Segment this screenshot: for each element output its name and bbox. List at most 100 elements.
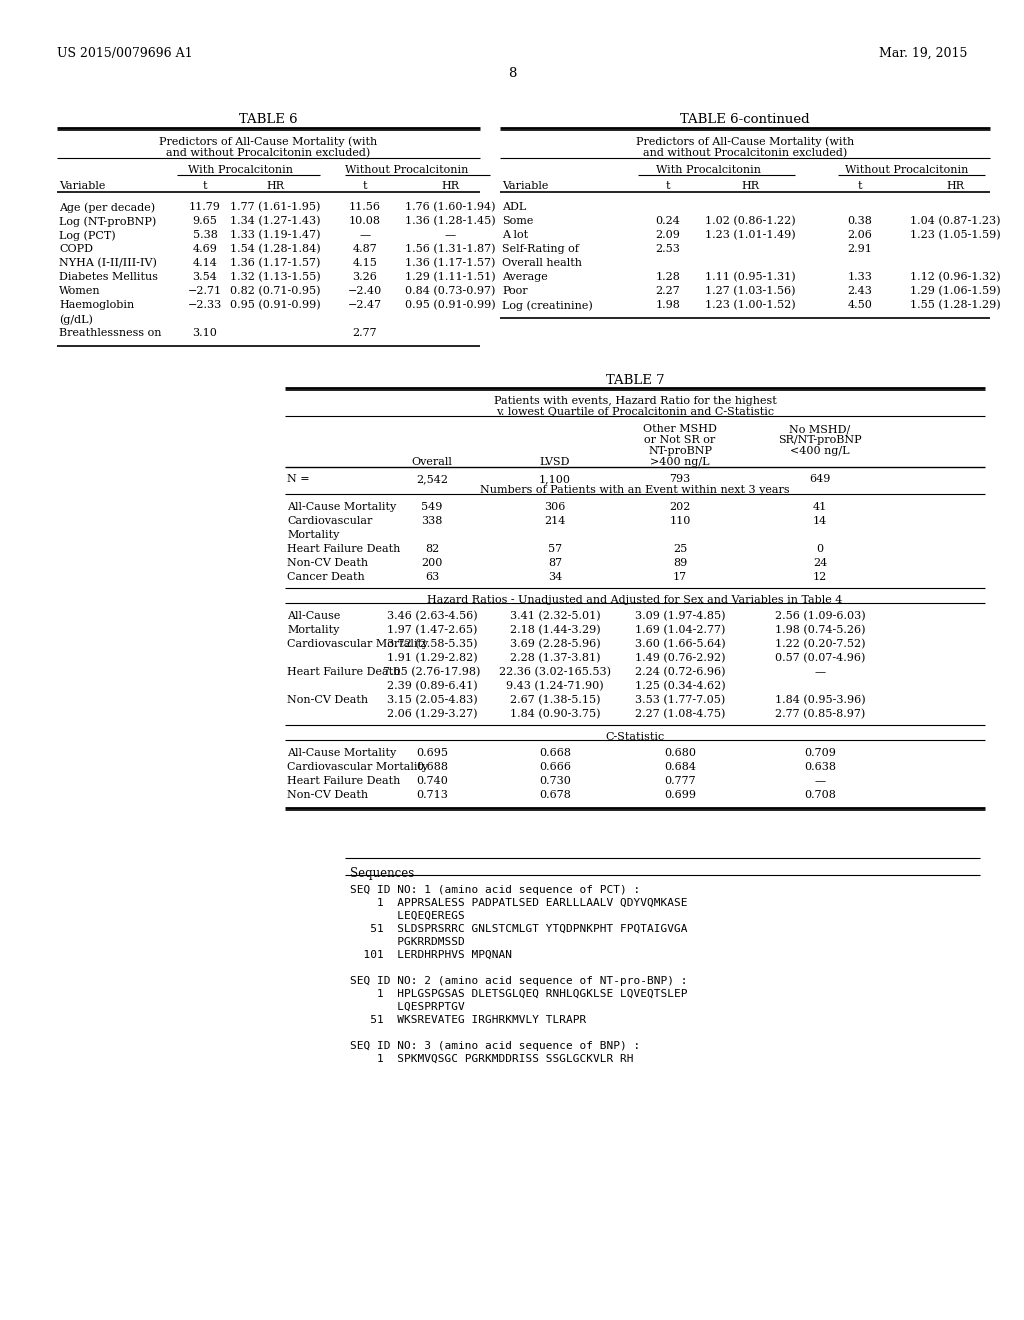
Text: 0: 0: [816, 544, 823, 554]
Text: 0.95 (0.91-0.99): 0.95 (0.91-0.99): [229, 300, 321, 310]
Text: Haemoglobin: Haemoglobin: [59, 300, 134, 310]
Text: 9.43 (1.24-71.90): 9.43 (1.24-71.90): [506, 681, 604, 692]
Text: 1.84 (0.95-3.96): 1.84 (0.95-3.96): [775, 696, 865, 705]
Text: Heart Failure Death: Heart Failure Death: [287, 667, 400, 677]
Text: 8: 8: [508, 67, 516, 81]
Text: 0.666: 0.666: [539, 762, 571, 772]
Text: 11.56: 11.56: [349, 202, 381, 213]
Text: −2.71: −2.71: [188, 286, 222, 296]
Text: Log (creatinine): Log (creatinine): [502, 300, 593, 310]
Text: SEQ ID NO: 3 (amino acid sequence of BNP) :: SEQ ID NO: 3 (amino acid sequence of BNP…: [350, 1041, 640, 1051]
Text: Cardiovascular Mortality: Cardiovascular Mortality: [287, 762, 428, 772]
Text: NYHA (I-II/III-IV): NYHA (I-II/III-IV): [59, 257, 157, 268]
Text: 3.10: 3.10: [193, 327, 217, 338]
Text: 4.50: 4.50: [848, 300, 872, 310]
Text: COPD: COPD: [59, 244, 93, 253]
Text: 2.53: 2.53: [655, 244, 680, 253]
Text: 87: 87: [548, 558, 562, 568]
Text: 0.730: 0.730: [539, 776, 571, 785]
Text: 0.82 (0.71-0.95): 0.82 (0.71-0.95): [229, 286, 321, 296]
Text: A lot: A lot: [502, 230, 528, 240]
Text: 9.65: 9.65: [193, 216, 217, 226]
Text: TABLE 7: TABLE 7: [605, 374, 665, 387]
Text: HR: HR: [741, 181, 759, 191]
Text: Some: Some: [502, 216, 534, 226]
Text: 2.91: 2.91: [848, 244, 872, 253]
Text: Women: Women: [59, 286, 100, 296]
Text: 2.06: 2.06: [848, 230, 872, 240]
Text: 1.55 (1.28-1.29): 1.55 (1.28-1.29): [909, 300, 1000, 310]
Text: 2.43: 2.43: [848, 286, 872, 296]
Text: 0.684: 0.684: [664, 762, 696, 772]
Text: t: t: [858, 181, 862, 191]
Text: 2.06 (1.29-3.27): 2.06 (1.29-3.27): [387, 709, 477, 719]
Text: HR: HR: [946, 181, 964, 191]
Text: TABLE 6: TABLE 6: [239, 114, 297, 125]
Text: 12: 12: [813, 572, 827, 582]
Text: Heart Failure Death: Heart Failure Death: [287, 776, 400, 785]
Text: 1.34 (1.27-1.43): 1.34 (1.27-1.43): [229, 216, 321, 226]
Text: 1.77 (1.61-1.95): 1.77 (1.61-1.95): [229, 202, 321, 213]
Text: 0.713: 0.713: [416, 789, 447, 800]
Text: 793: 793: [670, 474, 690, 484]
Text: 0.777: 0.777: [665, 776, 696, 785]
Text: 2,542: 2,542: [416, 474, 449, 484]
Text: No MSHD/: No MSHD/: [790, 424, 851, 434]
Text: 2.24 (0.72-6.96): 2.24 (0.72-6.96): [635, 667, 725, 677]
Text: 2.77 (0.85-8.97): 2.77 (0.85-8.97): [775, 709, 865, 719]
Text: 0.668: 0.668: [539, 748, 571, 758]
Text: 5.38: 5.38: [193, 230, 217, 240]
Text: 110: 110: [670, 516, 690, 525]
Text: 0.95 (0.91-0.99): 0.95 (0.91-0.99): [404, 300, 496, 310]
Text: HR: HR: [441, 181, 459, 191]
Text: 0.57 (0.07-4.96): 0.57 (0.07-4.96): [775, 653, 865, 664]
Text: <400 ng/L: <400 ng/L: [791, 446, 850, 455]
Text: 0.680: 0.680: [664, 748, 696, 758]
Text: 82: 82: [425, 544, 439, 554]
Text: v. lowest Quartile of Procalcitonin and C-Statistic: v. lowest Quartile of Procalcitonin and …: [496, 407, 774, 417]
Text: Sequences: Sequences: [350, 867, 415, 880]
Text: Overall health: Overall health: [502, 257, 582, 268]
Text: 1.12 (0.96-1.32): 1.12 (0.96-1.32): [909, 272, 1000, 282]
Text: 1.36 (1.17-1.57): 1.36 (1.17-1.57): [229, 257, 321, 268]
Text: 1.02 (0.86-1.22): 1.02 (0.86-1.22): [705, 216, 796, 226]
Text: LEQEQEREGS: LEQEQEREGS: [350, 911, 465, 921]
Text: 3.72 (2.58-5.35): 3.72 (2.58-5.35): [387, 639, 477, 649]
Text: 1  APPRSALESS PADPATLSED EARLLLAALV QDYVQMKASE: 1 APPRSALESS PADPATLSED EARLLLAALV QDYVQ…: [350, 898, 687, 908]
Text: Diabetes Mellitus: Diabetes Mellitus: [59, 272, 158, 282]
Text: 0.38: 0.38: [848, 216, 872, 226]
Text: 200: 200: [421, 558, 442, 568]
Text: 4.87: 4.87: [352, 244, 378, 253]
Text: 2.67 (1.38-5.15): 2.67 (1.38-5.15): [510, 696, 600, 705]
Text: 3.09 (1.97-4.85): 3.09 (1.97-4.85): [635, 611, 725, 622]
Text: 41: 41: [813, 502, 827, 512]
Text: 0.678: 0.678: [539, 789, 571, 800]
Text: —: —: [359, 230, 371, 240]
Text: 214: 214: [545, 516, 565, 525]
Text: 2.27: 2.27: [655, 286, 680, 296]
Text: 51  WKSREVATEG IRGHRKMVLY TLRAPR: 51 WKSREVATEG IRGHRKMVLY TLRAPR: [350, 1015, 587, 1026]
Text: Variable: Variable: [502, 181, 549, 191]
Text: 1.32 (1.13-1.55): 1.32 (1.13-1.55): [229, 272, 321, 282]
Text: 57: 57: [548, 544, 562, 554]
Text: 1.25 (0.34-4.62): 1.25 (0.34-4.62): [635, 681, 725, 692]
Text: 202: 202: [670, 502, 690, 512]
Text: 63: 63: [425, 572, 439, 582]
Text: 1.98: 1.98: [655, 300, 680, 310]
Text: 1.23 (1.05-1.59): 1.23 (1.05-1.59): [909, 230, 1000, 240]
Text: 17: 17: [673, 572, 687, 582]
Text: Age (per decade): Age (per decade): [59, 202, 155, 213]
Text: 1.04 (0.87-1.23): 1.04 (0.87-1.23): [909, 216, 1000, 226]
Text: 4.15: 4.15: [352, 257, 378, 268]
Text: Without Procalcitonin: Without Procalcitonin: [846, 165, 969, 176]
Text: 1.36 (1.28-1.45): 1.36 (1.28-1.45): [404, 216, 496, 226]
Text: 1.91 (1.29-2.82): 1.91 (1.29-2.82): [387, 653, 477, 664]
Text: HR: HR: [266, 181, 284, 191]
Text: 3.53 (1.77-7.05): 3.53 (1.77-7.05): [635, 696, 725, 705]
Text: Non-CV Death: Non-CV Death: [287, 558, 368, 568]
Text: Heart Failure Death: Heart Failure Death: [287, 544, 400, 554]
Text: Mar. 19, 2015: Mar. 19, 2015: [879, 48, 967, 59]
Text: 1.22 (0.20-7.52): 1.22 (0.20-7.52): [775, 639, 865, 649]
Text: Cancer Death: Cancer Death: [287, 572, 365, 582]
Text: 3.54: 3.54: [193, 272, 217, 282]
